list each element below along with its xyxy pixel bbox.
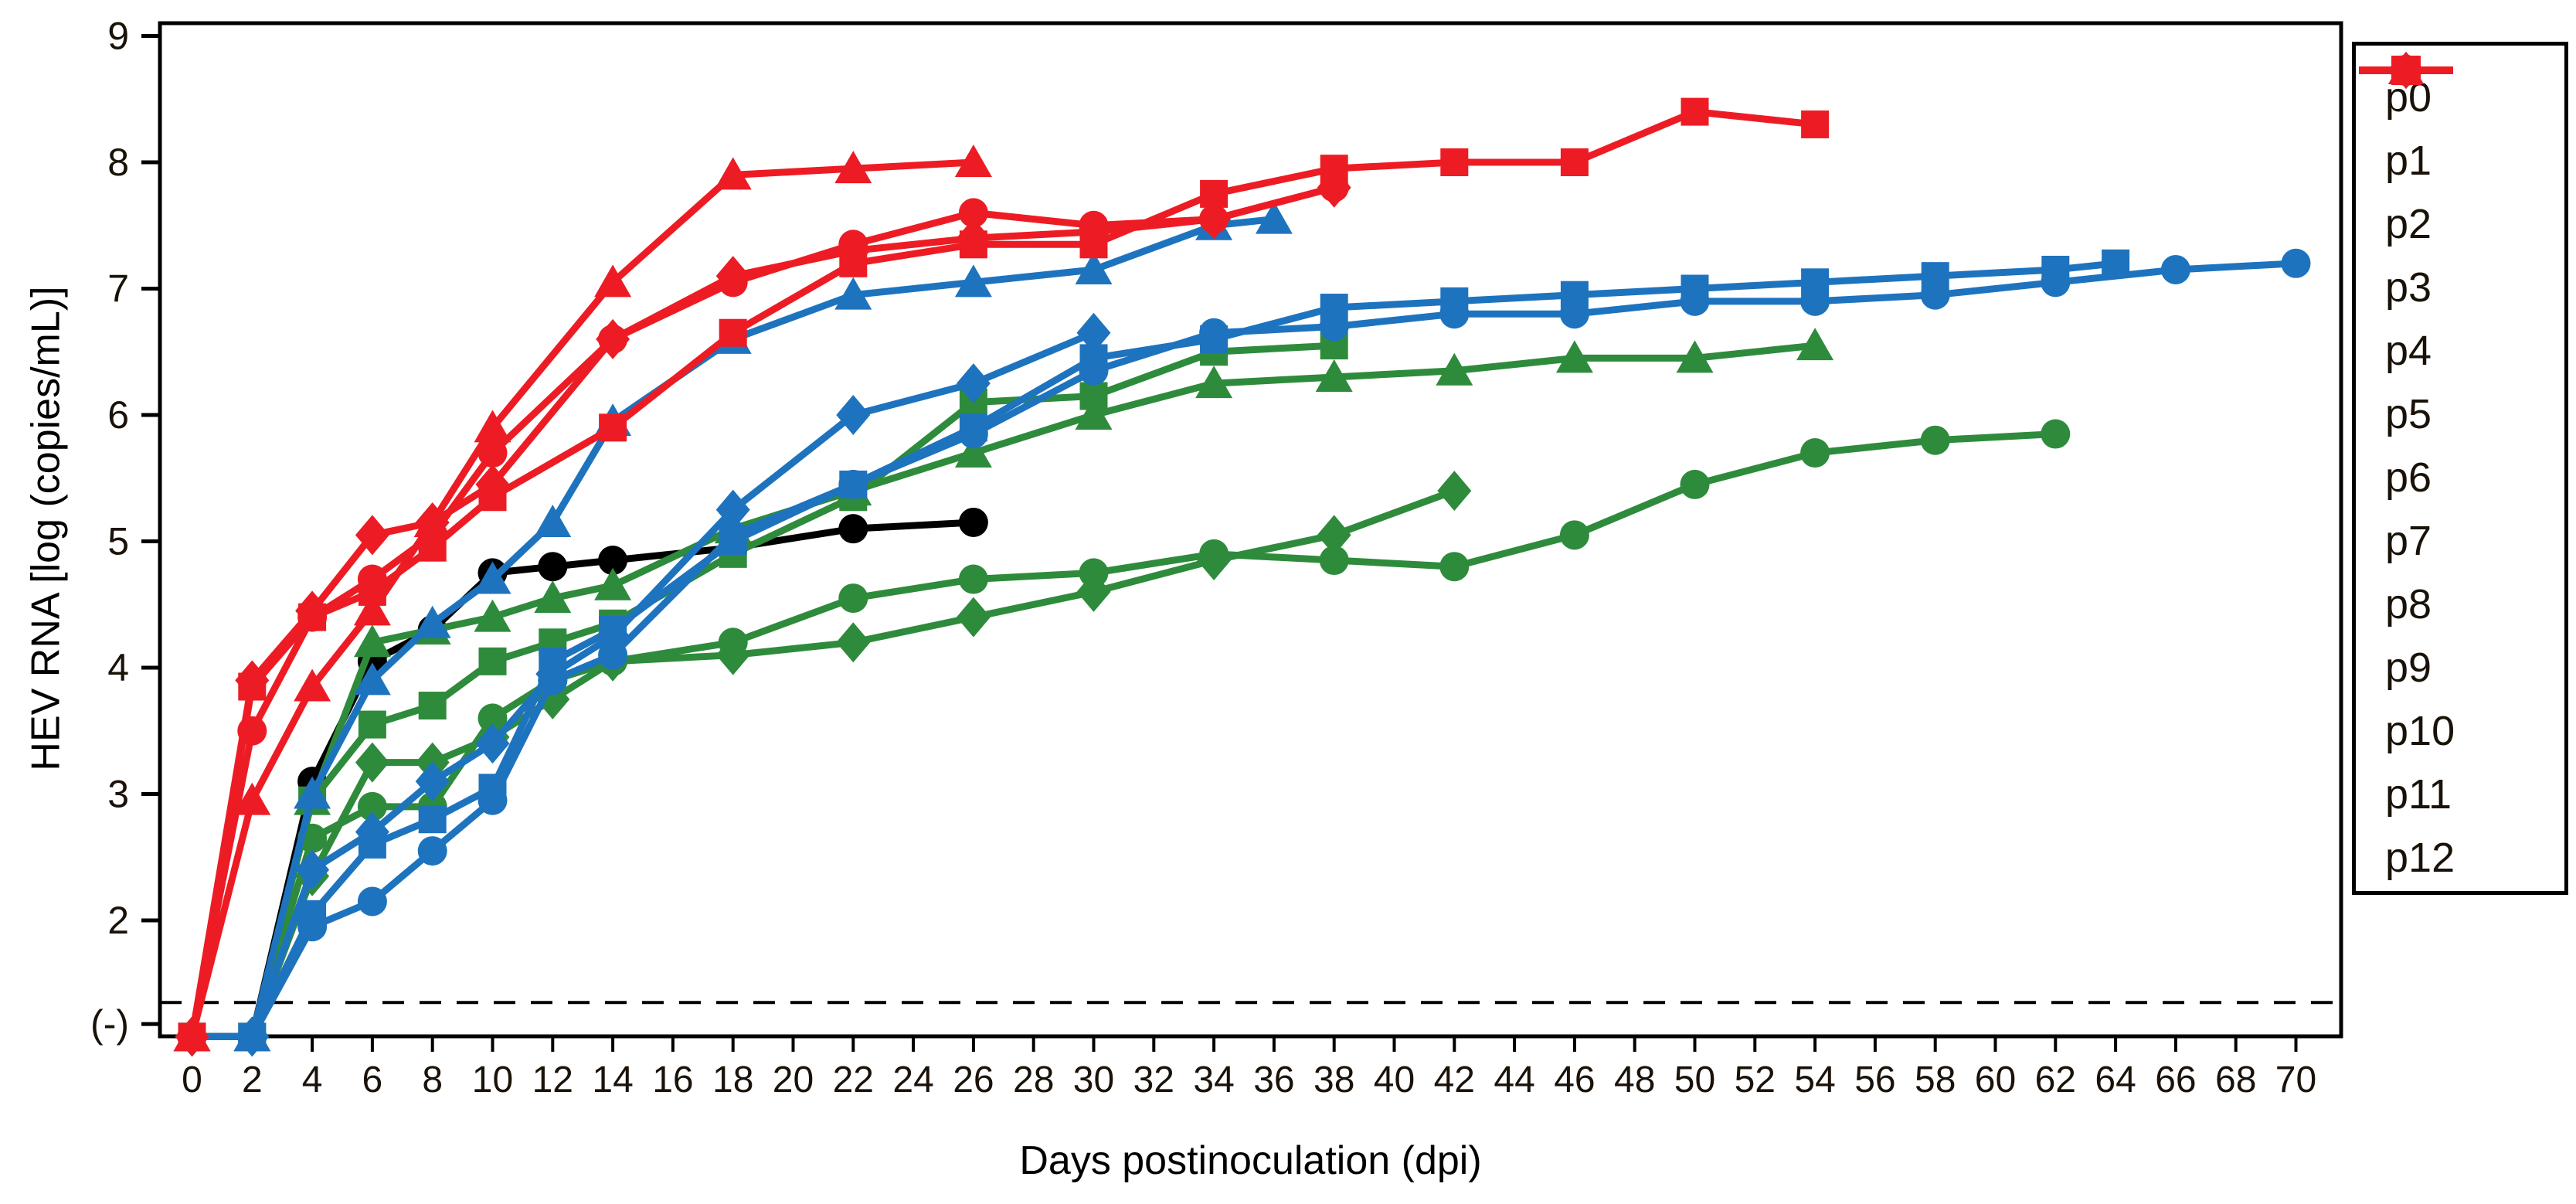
x-tick-label: 62: [2035, 1059, 2076, 1100]
x-tick-label: 60: [1975, 1059, 2016, 1100]
x-tick-label: 4: [302, 1059, 323, 1100]
legend-item-p4: p4: [2356, 53, 2564, 383]
x-axis-title: Days postinoculation (dpi): [1019, 1138, 1482, 1183]
legend-item-p12: p12: [2356, 53, 2564, 889]
legend-label: p2: [2385, 201, 2432, 247]
legend-item-p9: p9: [2356, 55, 2564, 699]
x-tick-label: 20: [773, 1059, 814, 1100]
legend-item-p8: p8: [2356, 53, 2564, 636]
legend-label: p4: [2385, 328, 2432, 374]
x-tick-label: 38: [1313, 1059, 1354, 1100]
x-tick-label: 64: [2095, 1059, 2136, 1100]
y-axis-title: HEV RNA [log (copies/mL)]: [23, 286, 69, 771]
plot-frame: [158, 21, 2343, 1039]
legend-label: p12: [2385, 835, 2455, 881]
legend-label: p5: [2385, 391, 2432, 437]
x-tick-label: 40: [1374, 1059, 1415, 1100]
series-p1: [177, 419, 2071, 1052]
legend-item-p5: p5: [2356, 55, 2564, 446]
x-tick-label: 56: [1854, 1059, 1895, 1100]
y-tick-label: 5: [107, 520, 129, 563]
x-tick-label: 14: [592, 1059, 633, 1100]
legend-item-p10: p10: [2356, 56, 2564, 763]
legend-item-p1: p1: [2356, 55, 2564, 192]
x-tick-label: 2: [242, 1059, 263, 1100]
y-tick-label: 2: [107, 899, 129, 942]
x-tick-label: 48: [1614, 1059, 1655, 1100]
series-p9: [177, 172, 1349, 1052]
x-tick-label: 70: [2275, 1059, 2316, 1100]
series-p6: [178, 249, 2130, 1051]
legend-item-p7: p7: [2356, 52, 2564, 573]
x-tick-label: 30: [1073, 1059, 1114, 1100]
legend-item-p6: p6: [2356, 56, 2564, 509]
x-tick-label: 8: [422, 1059, 443, 1100]
series-p11: [175, 167, 1351, 1057]
x-tick-label: 44: [1494, 1059, 1534, 1100]
x-tick-label: 66: [2155, 1059, 2196, 1100]
legend-label: p10: [2385, 708, 2455, 754]
legend-label: p3: [2385, 264, 2432, 311]
legend-label: p1: [2385, 138, 2432, 184]
x-tick-label: 34: [1193, 1059, 1234, 1100]
y-tick-label: 3: [107, 773, 129, 816]
x-tick-label: 26: [953, 1059, 994, 1100]
x-tick-label: 52: [1735, 1059, 1776, 1100]
x-tick-label: 54: [1794, 1059, 1835, 1100]
legend-label: p8: [2385, 581, 2432, 628]
legend-label: p9: [2385, 645, 2432, 691]
y-tick-label: 7: [107, 267, 129, 311]
y-tick-label: (-): [90, 1002, 129, 1046]
x-tick-label: 68: [2215, 1059, 2256, 1100]
legend-label: p11: [2385, 771, 2452, 818]
x-tick-label: 16: [652, 1059, 693, 1100]
series-p12: [173, 145, 992, 1052]
x-tick-label: 24: [892, 1059, 933, 1100]
legend-item-p11: p11: [2356, 52, 2564, 826]
legend-item-p3: p3: [2356, 52, 2564, 319]
x-tick-label: 12: [532, 1059, 573, 1100]
x-tick-label: 32: [1133, 1059, 1174, 1100]
y-tick-label: 9: [107, 15, 129, 58]
x-tick-label: 42: [1434, 1059, 1475, 1100]
x-tick-label: 18: [712, 1059, 753, 1100]
x-tick-label: 28: [1013, 1059, 1054, 1100]
legend-item-p2: p2: [2356, 56, 2564, 256]
x-tick-label: 50: [1674, 1059, 1715, 1100]
x-tick-label: 22: [833, 1059, 874, 1100]
x-tick-label: 6: [362, 1059, 383, 1100]
x-tick-label: 0: [182, 1059, 202, 1100]
x-tick-label: 10: [472, 1059, 513, 1100]
y-tick-label: 4: [107, 646, 129, 689]
y-tick-label: 6: [107, 393, 129, 437]
series-p4: [173, 328, 1834, 1052]
x-tick-label: 58: [1915, 1059, 1956, 1100]
legend-marker-triangle-icon: [2359, 53, 2453, 84]
legend-label: p7: [2385, 518, 2432, 564]
x-tick-label: 36: [1253, 1059, 1294, 1100]
y-tick-label: 8: [107, 141, 129, 184]
legend-label: p6: [2385, 454, 2432, 501]
legend-box: p0 p1 p2 p3 p4 p5 p6 p7 p8 p9 p10 p11 p12: [2352, 42, 2568, 895]
x-tick-label: 46: [1554, 1059, 1595, 1100]
